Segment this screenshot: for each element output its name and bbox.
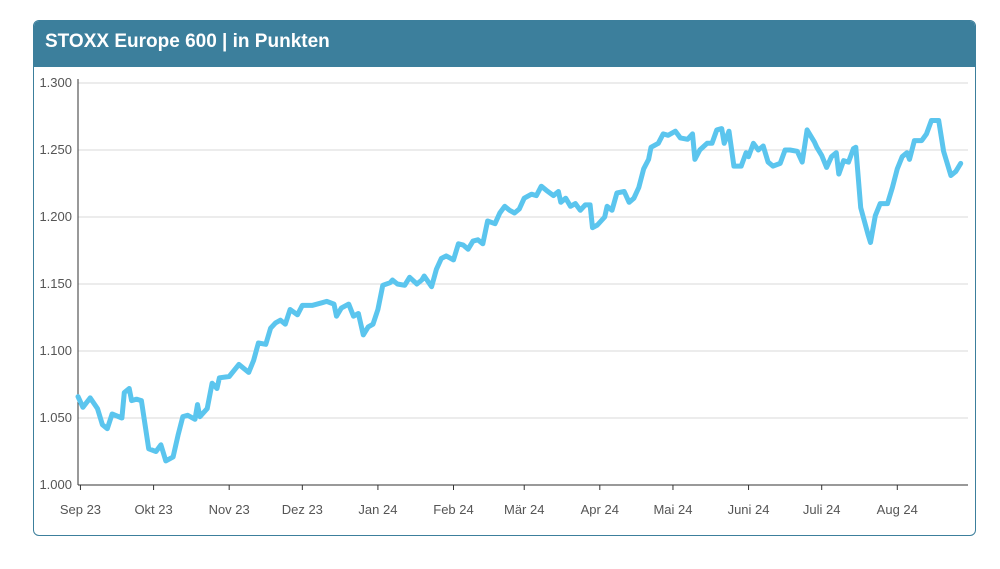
chart-title: STOXX Europe 600 | in Punkten	[45, 31, 330, 52]
series-line-0	[75, 118, 964, 464]
y-tick-label: 1.000	[39, 477, 72, 492]
x-tick-label: Nov 23	[209, 502, 250, 517]
x-tick-label: Apr 24	[581, 502, 619, 517]
x-tick-label: Jan 24	[358, 502, 397, 517]
x-tick-label: Feb 24	[433, 502, 473, 517]
chart-card: STOXX Europe 600 | in Punkten	[33, 20, 976, 536]
y-tick-label: 1.050	[39, 410, 72, 425]
y-tick-label: 1.150	[39, 276, 72, 291]
y-tick-label: 1.250	[39, 142, 72, 157]
x-tick-label: Sep 23	[60, 502, 101, 517]
x-tick-label: Aug 24	[877, 502, 918, 517]
y-tick-label: 1.200	[39, 209, 72, 224]
chart-header: STOXX Europe 600 | in Punkten	[34, 21, 975, 67]
x-tick-label: Mai 24	[653, 502, 692, 517]
y-tick-label: 1.100	[39, 343, 72, 358]
x-tick-label: Juni 24	[728, 502, 770, 517]
y-tick-label: 1.300	[39, 75, 72, 90]
x-tick-label: Dez 23	[282, 502, 323, 517]
x-tick-label: Mär 24	[504, 502, 544, 517]
x-tick-label: Juli 24	[803, 502, 841, 517]
x-tick-label: Okt 23	[134, 502, 172, 517]
